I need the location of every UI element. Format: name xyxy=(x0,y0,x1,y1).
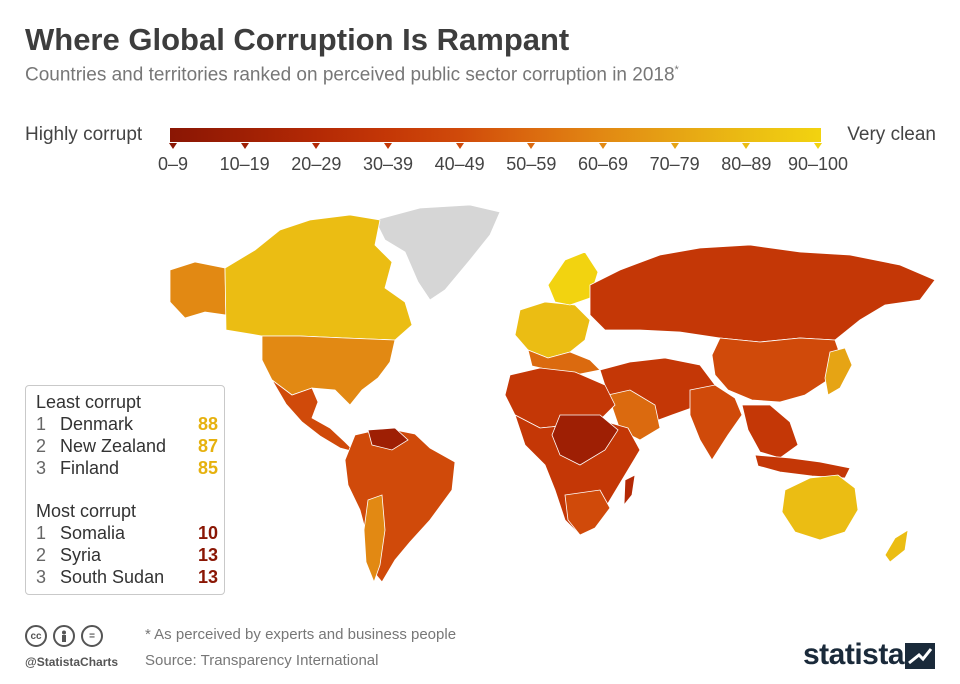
legend-tick-label: 0–9 xyxy=(157,154,189,174)
brand-mark-icon xyxy=(905,643,935,669)
social-handle: @StatistaCharts xyxy=(25,655,119,669)
most-corrupt-country: South Sudan xyxy=(60,567,165,587)
most-corrupt-country: Somalia xyxy=(60,523,126,543)
legend-tick-marker xyxy=(455,143,464,149)
region-central-africa xyxy=(551,414,619,466)
region-southeast-asia xyxy=(741,404,799,459)
region-japan xyxy=(824,347,853,396)
least-corrupt-row: 3 Finland 85 xyxy=(36,458,218,479)
license-icons: cc = xyxy=(25,625,103,647)
most-corrupt-row: 2 Syria 13 xyxy=(36,545,218,566)
legend-tick-marker xyxy=(670,143,679,149)
region-new-zealand xyxy=(884,529,909,563)
region-russia xyxy=(589,244,936,343)
legend-tick-label: 70–79 xyxy=(649,154,700,174)
legend-tick-marker xyxy=(169,143,177,149)
region-greenland xyxy=(374,204,501,301)
legend-tick-label: 90–100 xyxy=(787,154,849,174)
least-corrupt-heading: Least corrupt xyxy=(36,392,142,412)
region-mexico-central-america xyxy=(271,379,357,453)
legend-tick-marker xyxy=(527,143,536,149)
most-corrupt-rank: 2 xyxy=(36,545,47,565)
region-india xyxy=(689,384,743,461)
least-corrupt-score: 87 xyxy=(197,436,218,456)
most-corrupt-row: 3 South Sudan 13 xyxy=(36,567,218,588)
legend-low-label: Highly corrupt xyxy=(25,124,143,145)
least-corrupt-country: Finland xyxy=(60,458,120,478)
most-corrupt-score: 13 xyxy=(197,545,218,565)
least-corrupt-score: 88 xyxy=(197,414,218,434)
legend-tick-marker xyxy=(312,143,321,149)
most-corrupt-row: 1 Somalia 10 xyxy=(36,523,218,544)
person-icon xyxy=(53,625,75,647)
region-southern-cone xyxy=(363,494,386,584)
legend-tick-marker xyxy=(814,143,822,149)
legend-tick-marker xyxy=(384,143,392,149)
region-china xyxy=(711,337,843,403)
most-corrupt-country: Syria xyxy=(60,545,102,565)
most-corrupt-rank: 3 xyxy=(36,567,47,587)
legend-tick-label: 30–39 xyxy=(362,154,414,174)
equals-icon: = xyxy=(81,625,103,647)
legend-tick-label: 10–19 xyxy=(219,154,270,174)
least-corrupt-rank: 1 xyxy=(36,414,47,434)
least-corrupt-rank: 2 xyxy=(36,436,47,456)
region-southern-africa xyxy=(564,489,611,536)
legend-tick-label: 20–29 xyxy=(291,154,342,174)
legend-tick-label: 80–89 xyxy=(721,154,772,174)
legend-tick-label: 40–49 xyxy=(434,154,485,174)
region-indonesia xyxy=(754,454,851,479)
region-venezuela xyxy=(367,427,409,451)
least-corrupt-country: Denmark xyxy=(60,414,134,434)
most-corrupt-score: 13 xyxy=(197,567,218,587)
region-south-america xyxy=(344,427,456,583)
region-alaska xyxy=(169,261,227,319)
legend-tick-label: 50–59 xyxy=(506,154,557,174)
subtitle-footnote-marker: * xyxy=(674,64,679,76)
legend-tick-marker xyxy=(240,143,249,149)
legend-tick-label: 60–69 xyxy=(577,154,629,174)
brand-logo: statista xyxy=(803,638,905,671)
most-corrupt-rank: 1 xyxy=(36,523,47,543)
least-corrupt-score: 85 xyxy=(197,458,218,478)
most-corrupt-score: 10 xyxy=(197,523,218,543)
most-corrupt-heading: Most corrupt xyxy=(36,501,137,521)
footnote: * As perceived by experts and business p… xyxy=(145,626,457,643)
legend-tick-marker xyxy=(599,143,607,149)
page-title: Where Global Corruption Is Rampant xyxy=(25,22,570,57)
world-map xyxy=(169,204,936,584)
legend-tick-marker xyxy=(742,143,751,149)
color-scale-bar xyxy=(170,128,821,142)
least-corrupt-row: 2 New Zealand 87 xyxy=(36,436,218,457)
subtitle-text: Countries and territories ranked on perc… xyxy=(25,64,675,86)
least-corrupt-country: New Zealand xyxy=(60,436,167,456)
region-australia xyxy=(781,474,859,541)
least-corrupt-row: 1 Denmark 88 xyxy=(36,414,218,435)
source-note: Source: Transparency International xyxy=(145,652,379,669)
legend-high-label: Very clean xyxy=(847,124,936,145)
ranking-panel: Least corrupt 1 Denmark 88 2 New Zealand 87 3 F… xyxy=(25,385,225,595)
cc-icon: cc xyxy=(25,625,47,647)
subtitle: Countries and territories ranked on perc… xyxy=(25,64,679,86)
region-western-europe xyxy=(514,301,591,359)
region-madagascar xyxy=(623,474,636,507)
least-corrupt-rank: 3 xyxy=(36,458,47,478)
